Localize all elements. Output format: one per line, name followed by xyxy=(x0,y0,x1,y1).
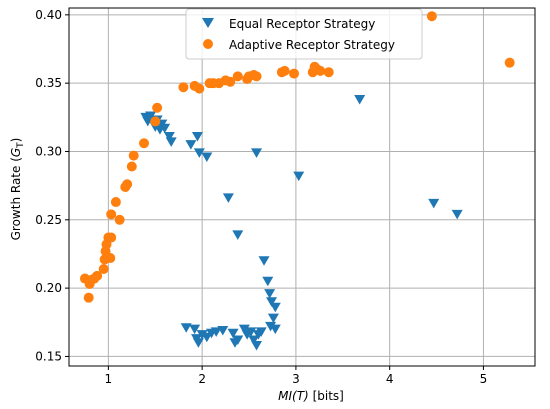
data-point-equal-receptor xyxy=(227,328,239,339)
data-point-adaptive-receptor xyxy=(114,214,125,225)
data-point-adaptive-receptor xyxy=(83,292,94,303)
data-point-equal-receptor xyxy=(451,209,463,220)
x-tick-label: 2 xyxy=(198,372,206,386)
data-point-adaptive-receptor xyxy=(178,82,189,93)
y-tick-label: 0.15 xyxy=(35,349,62,363)
data-point-adaptive-receptor xyxy=(92,270,103,281)
plot-frame xyxy=(68,7,536,367)
data-point-adaptive-receptor xyxy=(315,65,326,76)
legend-marker-adaptive xyxy=(203,39,213,49)
data-point-equal-receptor xyxy=(163,131,175,142)
data-point-equal-receptor xyxy=(145,111,157,121)
data-point-equal-receptor xyxy=(248,335,260,346)
data-point-adaptive-receptor xyxy=(126,161,137,172)
data-point-adaptive-receptor xyxy=(232,71,243,82)
data-point-equal-receptor xyxy=(251,341,263,351)
data-point-adaptive-receptor xyxy=(106,209,117,220)
data-point-equal-receptor xyxy=(269,302,281,313)
data-point-adaptive-receptor xyxy=(139,138,150,149)
x-tick-label: 3 xyxy=(292,372,300,386)
y-tick-label: 0.35 xyxy=(35,76,62,90)
data-point-adaptive-receptor xyxy=(150,116,161,127)
data-point-equal-receptor xyxy=(266,297,278,307)
data-point-adaptive-receptor xyxy=(194,83,205,94)
x-axis-label: MI(T) [bits] xyxy=(278,389,344,403)
data-point-adaptive-receptor xyxy=(279,65,290,76)
data-point-equal-receptor xyxy=(159,123,171,134)
data-point-equal-receptor xyxy=(265,321,277,332)
x-tick-label: 5 xyxy=(480,372,488,386)
data-point-equal-receptor xyxy=(196,330,208,340)
data-point-equal-receptor xyxy=(258,256,270,266)
data-point-equal-receptor xyxy=(238,324,250,335)
x-tick-label: 1 xyxy=(105,372,113,386)
data-point-adaptive-receptor xyxy=(106,232,117,243)
data-point-equal-receptor xyxy=(192,338,204,348)
grid-lines xyxy=(69,8,535,366)
legend-box xyxy=(185,8,423,60)
data-point-equal-receptor xyxy=(267,313,279,324)
data-point-equal-receptor xyxy=(232,230,244,240)
data-point-equal-receptor xyxy=(232,335,244,346)
data-point-adaptive-receptor xyxy=(225,76,236,87)
y-axis-label: Growth Rate (GT) xyxy=(9,138,26,241)
data-point-equal-receptor xyxy=(262,276,274,287)
legend-label-equal: Equal Receptor Strategy xyxy=(229,17,375,31)
data-point-adaptive-receptor xyxy=(426,11,437,22)
data-point-equal-receptor xyxy=(269,324,281,335)
data-point-adaptive-receptor xyxy=(152,102,163,113)
data-point-equal-receptor xyxy=(354,95,366,105)
data-point-equal-receptor xyxy=(185,140,197,150)
data-point-equal-receptor xyxy=(189,324,201,335)
data-point-equal-receptor xyxy=(217,325,229,336)
axis-ticks: 1 2 3 4 5 0.15 0.20 0.25 0.30 0.35 0.40 xyxy=(35,8,487,386)
data-point-equal-receptor xyxy=(191,131,203,142)
data-point-equal-receptor xyxy=(222,193,234,203)
x-tick-label: 4 xyxy=(386,372,394,386)
data-point-equal-receptor xyxy=(245,327,257,337)
y-tick-label: 0.25 xyxy=(35,213,62,227)
legend-marker-equal xyxy=(202,18,214,28)
data-point-adaptive-receptor xyxy=(105,253,116,264)
y-tick-label: 0.20 xyxy=(35,281,62,295)
data-point-adaptive-receptor xyxy=(289,68,300,79)
y-tick-label: 0.40 xyxy=(35,8,62,22)
data-point-adaptive-receptor xyxy=(251,71,262,82)
data-point-equal-receptor xyxy=(255,327,267,337)
data-point-adaptive-receptor xyxy=(504,57,515,68)
data-point-equal-receptor xyxy=(193,148,205,158)
data-point-adaptive-receptor xyxy=(323,67,334,78)
legend: Equal Receptor Strategy Adaptive Recepto… xyxy=(185,8,423,60)
y-tick-label: 0.30 xyxy=(35,144,62,158)
data-point-adaptive-receptor xyxy=(110,197,121,208)
legend-label-adaptive: Adaptive Receptor Strategy xyxy=(229,38,395,52)
data-point-equal-receptor xyxy=(251,148,263,158)
data-point-equal-receptor xyxy=(180,323,192,333)
data-point-equal-receptor xyxy=(293,171,305,182)
data-point-adaptive-receptor xyxy=(128,150,139,161)
data-point-adaptive-receptor xyxy=(122,179,133,190)
data-points xyxy=(79,11,515,351)
data-point-adaptive-receptor xyxy=(98,263,109,274)
data-point-equal-receptor xyxy=(210,327,222,337)
data-point-equal-receptor xyxy=(201,152,213,162)
data-point-equal-receptor xyxy=(264,289,276,299)
data-point-equal-receptor xyxy=(201,332,213,343)
data-point-equal-receptor xyxy=(428,198,440,209)
data-point-equal-receptor xyxy=(165,137,177,147)
